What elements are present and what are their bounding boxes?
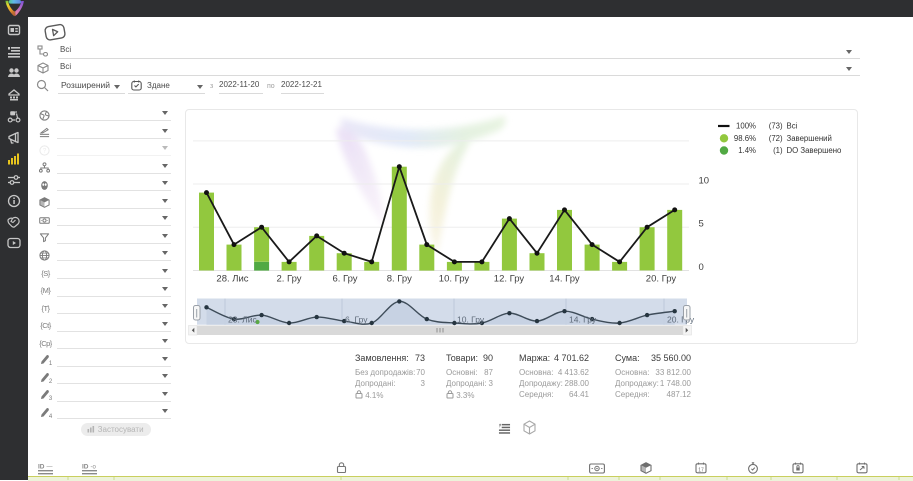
svg-text:6. Гру: 6. Гру (345, 315, 368, 325)
svg-text:{S}: {S} (41, 269, 51, 278)
svg-text:98.6%: 98.6% (734, 134, 756, 143)
svg-text:Завершений: Завершений (787, 134, 832, 143)
svg-text:3: 3 (49, 396, 53, 401)
svg-text:20. Гру: 20. Гру (667, 315, 695, 325)
svg-text:5: 5 (699, 219, 704, 230)
svg-text:4: 4 (49, 414, 53, 419)
svg-text:?: ? (43, 147, 47, 154)
svg-text:8. Гру: 8. Гру (387, 274, 412, 285)
svg-text:-o: -o (91, 465, 97, 471)
svg-text:1.4%: 1.4% (738, 146, 756, 155)
svg-text:ID: ID (82, 464, 89, 471)
svg-text:Всі: Всі (787, 122, 798, 131)
svg-text:2. Гру: 2. Гру (276, 274, 301, 285)
svg-text:(1): (1) (773, 146, 783, 155)
svg-text:20. Гру: 20. Гру (646, 274, 677, 285)
svg-text:DO Завершено: DO Завершено (787, 146, 843, 155)
svg-text:6. Гру: 6. Гру (332, 274, 357, 285)
svg-text:(72): (72) (769, 134, 783, 143)
svg-text:0: 0 (699, 262, 704, 273)
svg-text:ID: ID (38, 464, 45, 471)
svg-text:17: 17 (698, 468, 704, 474)
svg-text:{T}: {T} (41, 304, 50, 313)
svg-text:—: — (47, 465, 53, 471)
svg-text:10. Гру: 10. Гру (457, 315, 485, 325)
svg-text:14. Гру: 14. Гру (549, 274, 580, 285)
svg-text:10: 10 (699, 175, 710, 186)
svg-text:{Cp}: {Cp} (39, 339, 52, 348)
svg-text:{Ct}: {Ct} (40, 321, 52, 330)
svg-text:28. Лис: 28. Лис (216, 274, 248, 285)
svg-text:28. Лис: 28. Лис (228, 315, 258, 325)
svg-text:2: 2 (49, 379, 53, 384)
svg-text:{M}: {M} (41, 286, 52, 295)
svg-text:100%: 100% (736, 122, 756, 131)
svg-text:(73): (73) (769, 122, 783, 131)
svg-text:1: 1 (49, 361, 53, 366)
svg-text:14. Гру: 14. Гру (569, 315, 597, 325)
svg-text:10. Гру: 10. Гру (439, 274, 470, 285)
svg-text:12. Гру: 12. Гру (494, 274, 525, 285)
